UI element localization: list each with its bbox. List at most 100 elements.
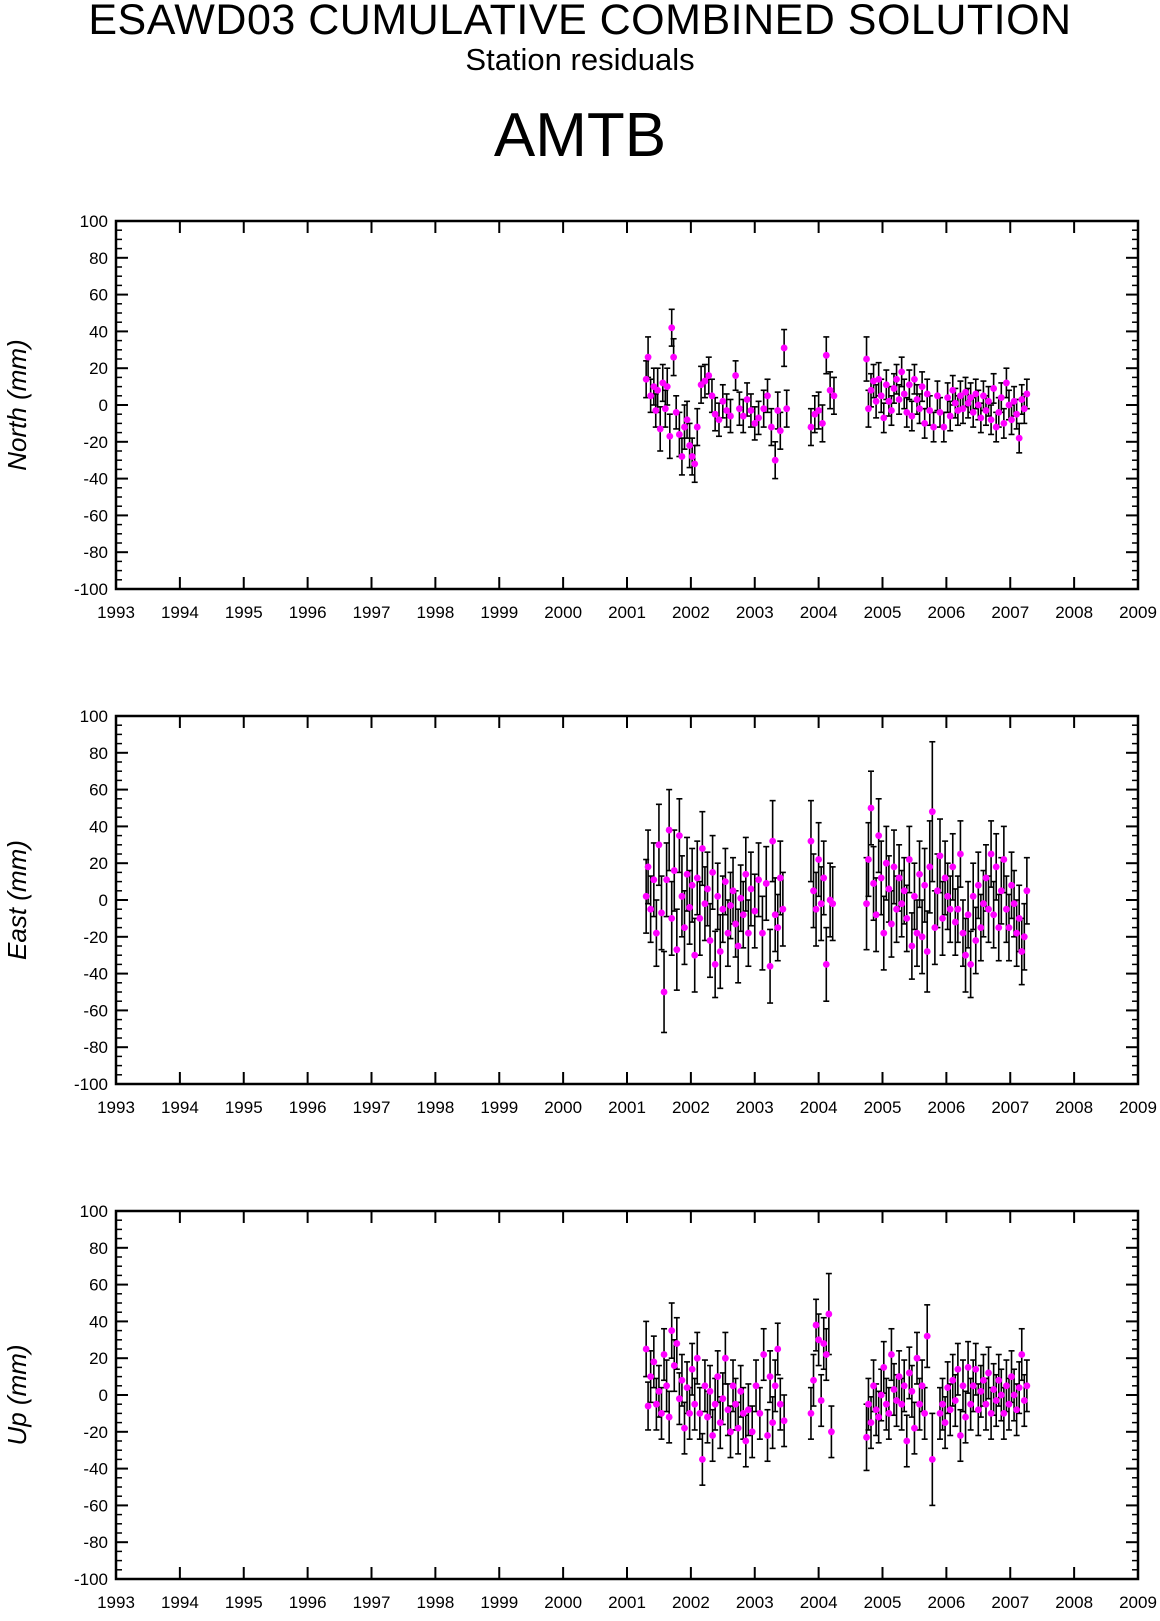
north-data-point — [681, 423, 688, 431]
up-data-point — [756, 1410, 764, 1417]
north-data-point — [911, 375, 918, 383]
east-data-point — [992, 863, 1000, 871]
north-data-point — [668, 324, 676, 332]
up-data-point — [1018, 1351, 1026, 1358]
x-tick-label: 2001 — [608, 603, 646, 622]
up-data-point — [810, 1376, 817, 1384]
east-data-point — [936, 852, 944, 860]
east-data-point — [995, 924, 1003, 931]
y-axis-label: East (mm) — [2, 840, 32, 960]
east-data-point — [686, 903, 693, 911]
x-tick-label: 2001 — [608, 1098, 646, 1117]
east-data-point — [759, 929, 766, 937]
north-data-point — [959, 405, 967, 413]
y-tick-label: -100 — [74, 580, 108, 599]
x-tick-label: 2000 — [544, 1098, 582, 1117]
x-tick-label: 1996 — [289, 603, 327, 622]
east-data-point — [928, 808, 936, 816]
up-data-point — [752, 1382, 760, 1390]
north-data-point — [776, 427, 784, 435]
north-data-point — [990, 385, 998, 392]
north-data-point — [691, 460, 699, 468]
north-data-point — [822, 351, 830, 359]
north-data-point — [711, 410, 719, 418]
up-data-point — [721, 1354, 729, 1362]
east-data-point — [660, 988, 668, 996]
north-data-point — [686, 442, 693, 449]
up-data-point — [709, 1432, 716, 1439]
east-data-point — [990, 911, 998, 919]
up-data-point — [946, 1406, 954, 1414]
x-tick-label: 1993 — [97, 1593, 135, 1612]
east-data-point — [1020, 933, 1028, 941]
up-panel: 100 80 60 40 20 0 -20 -40 -60 -80 -100 1993 1994 1995… — [2, 1202, 1157, 1612]
north-data-point — [683, 416, 691, 424]
east-data-point — [957, 850, 964, 858]
north-data-point — [819, 420, 826, 427]
north-data-point — [870, 377, 877, 385]
north-data-point — [663, 383, 671, 390]
east-data-point — [665, 826, 673, 834]
east-data-point — [732, 920, 739, 928]
up-data-point — [683, 1384, 691, 1392]
north-data-point — [739, 412, 747, 420]
up-data-point — [900, 1382, 908, 1390]
north-data-point — [974, 401, 982, 409]
east-data-point — [916, 870, 923, 878]
north-data-point — [875, 375, 883, 383]
east-data-point — [751, 907, 759, 915]
east-data-point — [737, 894, 745, 902]
east-data-point — [972, 937, 980, 944]
y-tick-label: 20 — [89, 1349, 108, 1368]
up-data-point — [949, 1376, 957, 1384]
up-data-point — [863, 1433, 870, 1441]
east-data-point — [734, 942, 742, 950]
east-data-point — [867, 804, 875, 812]
north-data-point — [898, 368, 906, 376]
east-data-point — [880, 929, 888, 937]
east-data-point — [820, 874, 828, 882]
up-data-point — [642, 1345, 650, 1353]
east-data-point — [650, 876, 658, 884]
east-data-point — [776, 874, 784, 882]
north-data-point — [865, 405, 872, 413]
up-data-point — [675, 1395, 683, 1403]
east-data-point — [1023, 887, 1031, 895]
north-data-point — [863, 355, 870, 363]
east-data-point — [959, 929, 967, 937]
chart-title: ESAWD03 CUMULATIVE COMBINED SOLUTION — [88, 0, 1072, 44]
north-data-point — [1008, 416, 1015, 424]
east-data-point — [688, 881, 696, 889]
up-data-point — [992, 1397, 1000, 1404]
up-data-point — [990, 1386, 998, 1393]
x-tick-label: 1999 — [480, 603, 518, 622]
up-data-point — [780, 1417, 788, 1425]
up-data-point — [734, 1424, 742, 1432]
east-data-point — [1013, 929, 1021, 937]
north-data-point — [877, 392, 885, 400]
y-tick-label: -60 — [83, 506, 108, 525]
up-data-point — [936, 1410, 944, 1417]
x-tick-label: 2005 — [864, 1098, 902, 1117]
y-tick-label: -20 — [83, 928, 108, 947]
north-data-point — [957, 392, 964, 400]
y-tick-label: 100 — [80, 707, 108, 726]
up-data-point — [954, 1365, 962, 1373]
x-tick-label: 1995 — [225, 1098, 263, 1117]
east-data-point — [898, 900, 906, 908]
x-tick-label: 2007 — [991, 1098, 1029, 1117]
up-data-point — [737, 1387, 745, 1395]
east-data-point — [739, 911, 747, 919]
up-data-point — [888, 1351, 895, 1358]
north-data-point — [826, 386, 834, 394]
up-data-point — [658, 1410, 665, 1417]
up-data-point — [867, 1419, 875, 1426]
y-tick-label: 20 — [89, 854, 108, 873]
y-tick-label: 80 — [89, 249, 108, 268]
up-data-point — [714, 1373, 722, 1380]
east-data-point — [941, 874, 949, 882]
north-data-point — [666, 432, 674, 440]
east-data-point — [642, 892, 650, 900]
east-data-point — [967, 961, 975, 968]
